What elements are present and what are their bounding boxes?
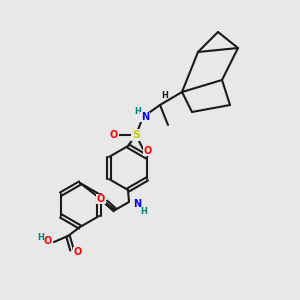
Text: N: N <box>141 112 149 122</box>
Text: N: N <box>133 199 141 209</box>
Text: O: O <box>110 130 118 140</box>
Text: H: H <box>38 232 44 242</box>
Text: O: O <box>74 247 82 257</box>
Text: O: O <box>97 194 105 204</box>
Text: O: O <box>144 146 152 156</box>
Text: S: S <box>132 130 140 140</box>
Text: H: H <box>141 206 147 215</box>
Text: H: H <box>162 91 168 100</box>
Text: O: O <box>44 236 52 246</box>
Text: H: H <box>135 107 141 116</box>
